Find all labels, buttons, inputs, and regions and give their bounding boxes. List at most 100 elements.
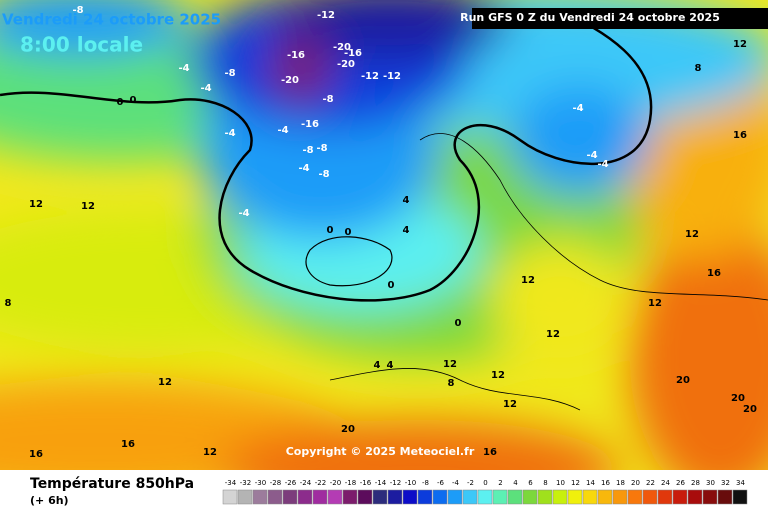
- colorbar-tick-label: -8: [422, 479, 429, 487]
- colorbar-tick-label: 22: [646, 479, 655, 487]
- colorbar-swatch: [702, 489, 718, 505]
- contour-label: 12: [158, 377, 172, 388]
- contour-label: -8: [322, 94, 333, 105]
- colorbar-tick-label: -26: [285, 479, 297, 487]
- colorbar-tick-label: -14: [375, 479, 387, 487]
- contour-label: -16: [301, 119, 319, 130]
- contour-label: -8: [72, 5, 83, 16]
- colorbar-tick-label: -4: [452, 479, 460, 487]
- contour-label: 12: [521, 275, 535, 286]
- colorbar-tick-label: 6: [528, 479, 533, 487]
- contour-label: -4: [597, 159, 608, 170]
- colorbar-tick-label: 2: [498, 479, 502, 487]
- colorbar-tick-label: -34: [225, 479, 237, 487]
- colorbar-swatch: [222, 489, 238, 505]
- run-info: Run GFS 0 Z du Vendredi 24 octobre 2025: [460, 11, 720, 24]
- colorbar-swatch: [567, 489, 583, 505]
- colorbar-swatch: [342, 489, 358, 505]
- colorbar-tick-label: 16: [601, 479, 610, 487]
- colorbar-tick-label: -16: [360, 479, 372, 487]
- colorbar-swatch: [252, 489, 268, 505]
- run-banner: [472, 8, 768, 29]
- colorbar-tick-label: 18: [616, 479, 625, 487]
- colorbar-tick-label: 28: [691, 479, 700, 487]
- contour-label: -20: [333, 42, 351, 53]
- colorbar-swatch: [237, 489, 253, 505]
- contour-label: -8: [318, 169, 329, 180]
- contour-label: -20: [337, 59, 355, 70]
- colorbar-tick-label: -2: [467, 479, 474, 487]
- colorbar-swatch: [387, 489, 403, 505]
- contour-label: -12: [317, 10, 335, 21]
- contour-label: 0: [130, 95, 137, 106]
- contour-label: 20: [743, 404, 757, 415]
- colorbar-tick-label: 30: [706, 479, 715, 487]
- colorbar-tick-label: -18: [345, 479, 356, 487]
- footer-step: (+ 6h): [30, 494, 69, 507]
- contour-label: 20: [731, 393, 745, 404]
- contour-label: 20: [341, 424, 355, 435]
- colorbar-swatch: [477, 489, 493, 505]
- contour-label: -4: [238, 208, 249, 219]
- contour-label: 16: [29, 449, 43, 460]
- contour-label: 4: [387, 360, 394, 371]
- colorbar-swatch: [597, 489, 613, 505]
- contour-label: 0: [327, 225, 334, 236]
- contour-label: -4: [277, 125, 288, 136]
- contour-label: 8: [448, 378, 455, 389]
- contour-labels: -8 -12-16-20-16-20-20 -12 -12-8-4-4-80 0-4 -4…: [5, 5, 757, 460]
- colorbar-swatch: [732, 489, 748, 505]
- colorbar-tick-label: 26: [676, 479, 685, 487]
- time: 8:00 locale: [20, 33, 143, 57]
- colorbar-swatch: [537, 489, 553, 505]
- footer-title: Température 850hPa: [30, 476, 194, 492]
- contour-label: 20: [676, 375, 690, 386]
- colorbar-swatch: [282, 489, 298, 505]
- contour-label: 16: [121, 439, 135, 450]
- colorbar-swatch: [462, 489, 478, 505]
- contour-label: -8: [302, 145, 313, 156]
- colorbar-swatch: [312, 489, 328, 505]
- colorbar-tick-label: -20: [330, 479, 341, 487]
- colorbar-tick-label: 20: [631, 479, 640, 487]
- date: Vendredi 24 octobre 2025: [2, 11, 221, 29]
- colorbar-tick-label: 34: [736, 479, 745, 487]
- contour-label: -4: [224, 128, 235, 139]
- colorbar-swatch: [297, 489, 313, 505]
- colorbar-tick-label: 8: [543, 479, 547, 487]
- colorbar-swatch: [612, 489, 628, 505]
- contour-label: 12: [203, 447, 217, 458]
- colorbar-swatch: [642, 489, 658, 505]
- colorbar-swatch: [687, 489, 703, 505]
- contour-label: -4: [586, 150, 597, 161]
- contour-label: 12: [503, 399, 517, 410]
- contour-label: 0: [455, 318, 462, 329]
- contour-label: 0: [388, 280, 395, 291]
- colorbar-tick-label: 4: [513, 479, 518, 487]
- colorbar-tick-label: -6: [437, 479, 445, 487]
- contour-label: -4: [200, 83, 211, 94]
- contour-label: 8: [695, 63, 702, 74]
- colorbar-swatch: [657, 489, 673, 505]
- contour-label: 12: [648, 298, 662, 309]
- contour-label: 12: [81, 201, 95, 212]
- contour-label: -16: [287, 50, 305, 61]
- colorbar-tick-label: -12: [390, 479, 401, 487]
- colorbar-swatch: [522, 489, 538, 505]
- contour-label: -4: [298, 163, 309, 174]
- contour-label: -8: [316, 143, 327, 154]
- colorbar-tick-label: 0: [483, 479, 487, 487]
- contour-label: 12: [29, 199, 43, 210]
- colorbar-tick-label: -30: [255, 479, 266, 487]
- contour-label: 0: [345, 227, 352, 238]
- colorbar-swatch: [447, 489, 463, 505]
- colorbar-swatch: [417, 489, 433, 505]
- contour-label: -12: [361, 71, 379, 82]
- contour-label: 12: [685, 229, 699, 240]
- contour-label: -16: [344, 48, 362, 59]
- colorbar-swatch: [327, 489, 343, 505]
- colorbar-tick-label: 10: [556, 479, 565, 487]
- contour-label: 16: [707, 268, 721, 279]
